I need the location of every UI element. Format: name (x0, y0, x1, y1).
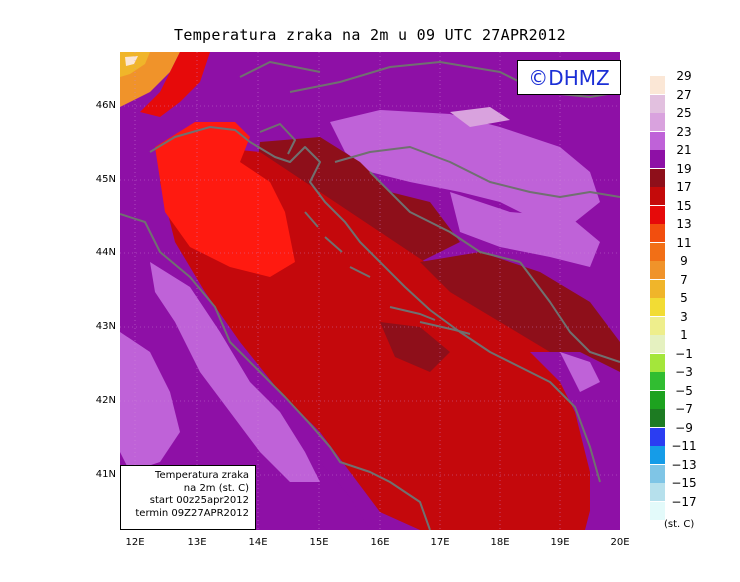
legend-swatch (650, 242, 665, 261)
legend-label: −15 (671, 476, 697, 490)
legend-swatch (650, 76, 665, 94)
border-inland-2 (369, 171, 521, 263)
info-line-2: na 2m (st. C) (183, 482, 249, 494)
temperature-map: ©DHMZ Temperatura zraka na 2m (st. C) st… (120, 52, 621, 530)
hot-spot-po-white (125, 56, 138, 66)
legend-label: −13 (671, 457, 697, 472)
border-inland-1 (334, 146, 620, 198)
legend-label: 11 (676, 235, 692, 250)
info-box: Temperatura zraka na 2m (st. C) start 00… (120, 465, 256, 530)
legend-label: 7 (680, 272, 688, 287)
legend-label: −9 (675, 420, 693, 435)
border-inland-3 (519, 261, 620, 363)
legend-label: 25 (676, 106, 692, 120)
x-label: 18E (490, 537, 510, 548)
legend-label: 13 (676, 217, 692, 231)
x-label: 15E (309, 537, 329, 548)
info-line-3: start 00z25apr2012 (149, 495, 249, 506)
balkan-purple-east (530, 352, 620, 530)
coast-italy-east (120, 213, 431, 530)
legend-swatch (650, 131, 665, 150)
legend-label: −1 (675, 346, 693, 361)
x-label: 19E (550, 537, 570, 548)
legend-swatch (650, 261, 665, 279)
border-north-2 (239, 61, 321, 78)
legend-label: −7 (675, 402, 693, 416)
x-label: 14E (248, 537, 268, 548)
x-label: 12E (125, 537, 145, 548)
legend-swatch (650, 298, 665, 316)
border-north (289, 61, 620, 98)
legend-swatch (650, 205, 665, 224)
island-5 (304, 211, 319, 228)
legend-label: −11 (671, 439, 697, 453)
legend-swatch (650, 501, 665, 520)
legend-swatch (650, 224, 665, 242)
legend-label: 19 (676, 161, 692, 176)
legend-swatch (650, 150, 665, 168)
coast-north-adriatic (149, 126, 601, 483)
legend-label: 3 (680, 309, 688, 324)
graticule (120, 52, 620, 530)
legend-swatch (650, 390, 665, 409)
y-label: 46N (95, 100, 116, 111)
legend-swatch (650, 483, 665, 501)
legend-label: −5 (675, 383, 693, 398)
hot-core-north-adriatic (155, 122, 295, 277)
legend-label: 29 (676, 69, 692, 83)
legend-label: 1 (680, 328, 688, 342)
y-label: 42N (95, 395, 116, 406)
y-label: 43N (95, 321, 116, 332)
x-label: 17E (430, 537, 450, 548)
legend-swatch (650, 464, 665, 483)
warm-21-region-east (450, 192, 600, 267)
island-4 (324, 236, 343, 253)
legend-swatch (650, 94, 665, 113)
legend-swatch (650, 372, 665, 390)
coastlines (120, 61, 620, 530)
x-label: 20E (610, 537, 630, 548)
warm-21-region-north (330, 110, 600, 222)
legend-label: 27 (676, 87, 692, 102)
coast-istria (259, 123, 296, 155)
legend-swatch (650, 427, 665, 446)
italy-lilac (150, 262, 320, 482)
legend-swatch (650, 353, 665, 372)
legend-swatch (650, 279, 665, 298)
dhmz-logo: ©DHMZ (517, 60, 621, 95)
info-line-1: Temperatura zraka (155, 470, 249, 481)
coastal-dark-red (380, 322, 450, 372)
x-label: 16E (370, 537, 390, 548)
balkan-lilac-east (560, 352, 600, 392)
legend-swatch (650, 335, 665, 353)
legend-label: 5 (680, 291, 688, 305)
map-title: Temperatura zraka na 2m u 09 UTC 27APR20… (174, 26, 566, 44)
legend-label: −3 (675, 365, 693, 379)
y-label: 45N (95, 174, 116, 185)
legend-label: 15 (676, 198, 692, 213)
warm-23-spot (450, 107, 510, 127)
legend-swatch (650, 168, 665, 187)
legend-label: −17 (671, 494, 697, 509)
legend-swatch (650, 113, 665, 131)
y-label: 41N (95, 469, 116, 480)
island-3 (349, 266, 371, 278)
legend-swatch (650, 409, 665, 427)
legend-swatch (650, 187, 665, 205)
legend-swatch (650, 446, 665, 464)
legend-label: 9 (680, 254, 688, 268)
x-label: 13E (187, 537, 207, 548)
island-2 (419, 321, 471, 335)
legend-label: 23 (676, 124, 692, 139)
info-line-4: termin 09Z27APR2012 (135, 507, 249, 519)
legend-unit: (st. C) (664, 519, 695, 530)
island-1 (389, 306, 436, 321)
y-label: 44N (95, 247, 116, 258)
hot-spot-po-red (140, 52, 210, 117)
legend-label: 17 (676, 180, 692, 194)
legend-swatch (650, 316, 665, 335)
legend-label: 21 (676, 143, 692, 157)
